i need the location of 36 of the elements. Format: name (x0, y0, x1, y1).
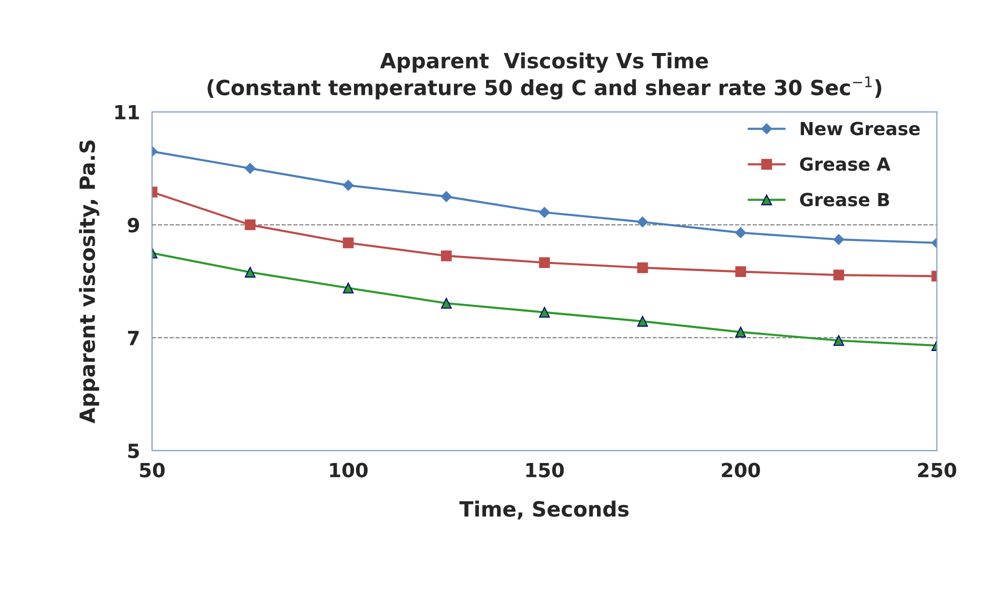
point (342, 282, 354, 294)
y-tick-label: 9 (128, 218, 140, 232)
point (342, 237, 354, 248)
point (833, 234, 844, 245)
x-tick-label: 200 (722, 462, 760, 478)
point (539, 206, 550, 218)
x-tick-label: 50 (140, 462, 165, 478)
point (440, 298, 452, 309)
point (735, 266, 746, 278)
y-tick-label: 5 (128, 444, 139, 458)
point (539, 306, 550, 318)
point (637, 216, 648, 228)
y-tick-label: 11 (115, 105, 139, 120)
point (539, 257, 550, 268)
point (735, 326, 746, 338)
chart-title: Apparent Viscosity Vs Time (Constant temperature 50 deg C and shear rate 30 Sec$^{−1}$) (208, 52, 882, 100)
point (440, 191, 452, 202)
point (440, 250, 452, 262)
point (342, 180, 354, 191)
point (833, 335, 844, 346)
point (244, 219, 256, 230)
x-tick-label: 100 (330, 462, 368, 478)
point (735, 227, 746, 238)
legend-label: Grease A (800, 157, 890, 171)
legend-label: Grease B (800, 192, 890, 206)
point (637, 262, 648, 274)
x-tick-label: 250 (918, 462, 956, 478)
point (833, 270, 844, 280)
y-tick-label: 7 (128, 330, 139, 346)
x-tick-label: 150 (526, 462, 564, 478)
point (244, 162, 256, 174)
point (637, 316, 648, 327)
legend-label: New Grease (800, 122, 920, 136)
y-axis-title: Apparent viscosity, Pa.S (78, 140, 100, 424)
x-axis-title: Time, Seconds (459, 500, 629, 520)
point (244, 266, 256, 278)
